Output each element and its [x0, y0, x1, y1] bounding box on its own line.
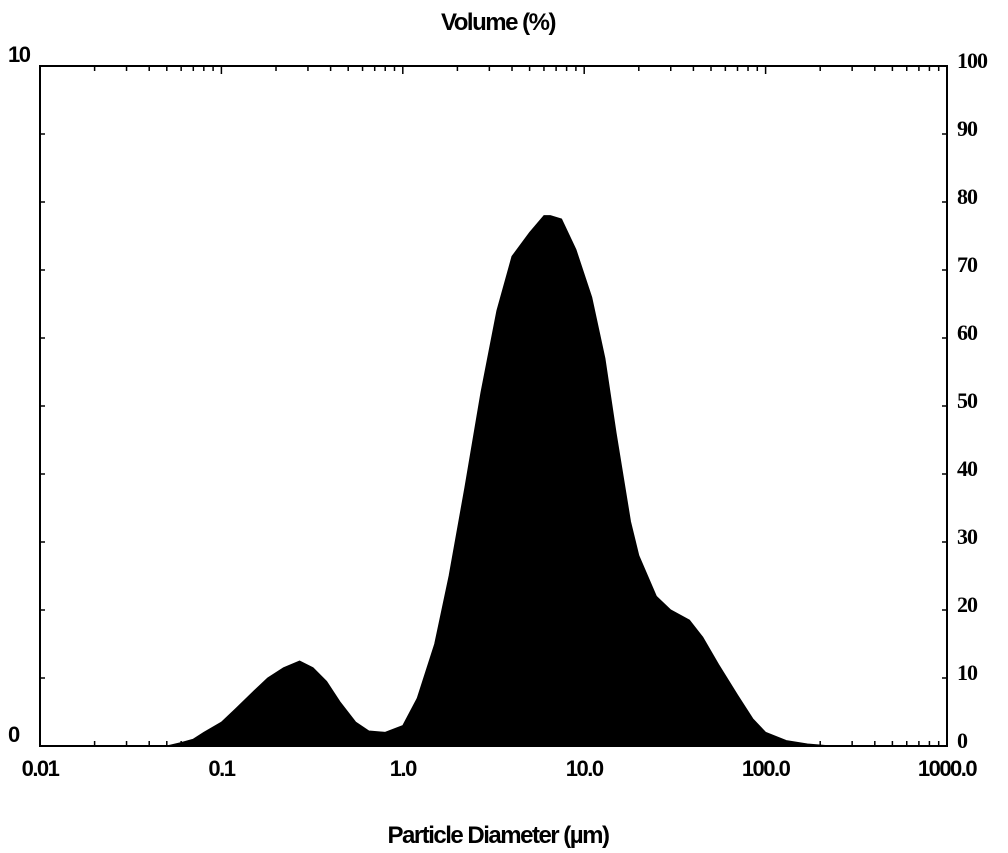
x-tick-label: 0.1: [208, 756, 235, 781]
x-tick-label: 100.0: [742, 756, 791, 781]
y-right-tick-label: 60: [957, 320, 978, 345]
x-axis-label: Particle Diameter (µm): [388, 822, 609, 849]
y-right-tick-label: 10: [957, 660, 978, 685]
x-tick-label: 0.01: [22, 756, 60, 781]
y-right-tick-label: 100: [957, 48, 988, 73]
y-left-tick-label: 0: [8, 722, 20, 747]
y-right-tick-label: 40: [957, 456, 978, 481]
y-right-tick-label: 80: [957, 184, 978, 209]
distribution-area-0: [166, 215, 853, 747]
axis-ticks: [39, 65, 947, 747]
x-tick-label: 1.0: [390, 756, 417, 781]
axis-labels: 0.01 0.1 1.0 10.0 100.0 1000.0100100908070605…: [8, 42, 989, 781]
y-right-tick-label: 0: [957, 728, 968, 753]
y-right-tick-label: 70: [957, 252, 978, 277]
x-tick-label: 1000.0: [918, 756, 978, 781]
x-tick-label: 10.0: [566, 756, 604, 781]
y-right-tick-label: 90: [957, 116, 978, 141]
y-right-tick-label: 30: [957, 524, 978, 549]
y-left-tick-label: 10: [8, 42, 31, 67]
y-right-tick-label: 50: [957, 388, 978, 413]
y-right-tick-label: 20: [957, 592, 978, 617]
chart-title: Volume (%): [441, 9, 555, 36]
distribution-area-layer: [166, 215, 853, 747]
